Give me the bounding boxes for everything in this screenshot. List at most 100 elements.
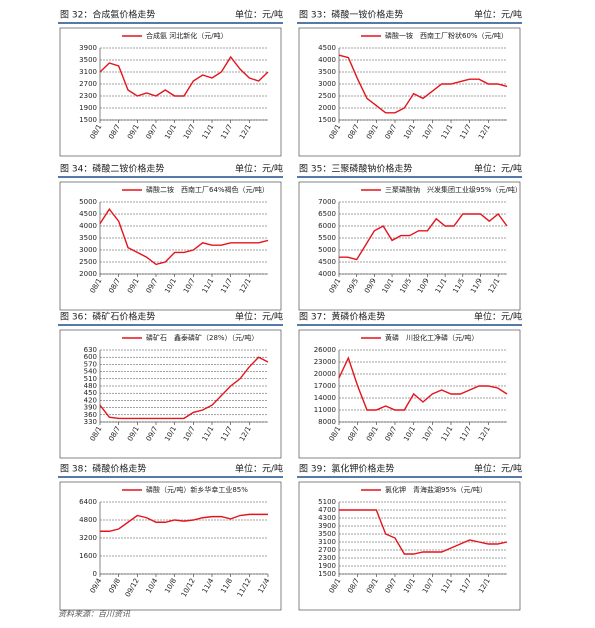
y-tick-label: 6000 — [318, 222, 336, 230]
x-tick-label: 08/7 — [107, 123, 122, 141]
chart-frame — [59, 181, 282, 311]
price-line — [339, 212, 508, 261]
x-tick-label: 09/7 — [145, 425, 160, 443]
x-tick-label: 09/1 — [126, 123, 141, 141]
y-tick-label: 0 — [93, 570, 97, 578]
x-tick-label: 12/1 — [477, 577, 492, 595]
y-tick-label: 3900 — [79, 44, 97, 52]
y-tick-label: 2000 — [79, 270, 97, 278]
y-tick-label: 1900 — [318, 562, 336, 570]
x-tick-label: 09/5 — [345, 277, 360, 295]
x-tick-label: 10/1 — [402, 577, 417, 595]
x-tick-label: 08/7 — [346, 577, 361, 595]
x-tick-label: 10/5 — [398, 277, 413, 295]
x-tick-label: 10/7 — [182, 277, 197, 295]
x-tick-label: 11/1 — [201, 425, 216, 443]
y-tick-label: 4800 — [79, 516, 97, 524]
y-tick-label: 4500 — [79, 210, 97, 218]
chart-frame — [298, 181, 521, 311]
panel-title: 图 37：黄磷价格走势 — [299, 311, 385, 323]
y-tick-label: 3500 — [79, 56, 97, 64]
price-line — [99, 356, 269, 420]
panel-title: 图 38：磷酸价格走势 — [60, 463, 146, 475]
panel-unit: 单位：元/吨 — [235, 463, 283, 475]
panel-title: 图 36：磷矿石价格走势 — [60, 311, 155, 323]
x-tick-label: 10/1 — [402, 123, 417, 141]
legend-label: 磷酸（元/吨）新乡华幸工业85% — [146, 485, 248, 494]
y-tick-label: 2500 — [318, 92, 336, 100]
panel-title: 图 34：磷酸二铵价格走势 — [60, 163, 164, 175]
y-tick-label: 5100 — [318, 498, 336, 506]
x-tick-label: 11/12 — [236, 577, 253, 598]
chart-frame — [298, 27, 521, 157]
x-tick-label: 10/1 — [163, 425, 178, 443]
panel-title: 图 35：三聚磷酸钠价格走势 — [299, 163, 412, 175]
x-tick-label: 10/7 — [421, 123, 436, 141]
y-tick-label: 4700 — [318, 506, 336, 514]
legend-label: 三聚磷酸钠 兴发集团工业级95%（元/吨） — [385, 185, 522, 194]
x-tick-label: 10/7 — [421, 425, 436, 443]
y-tick-label: 2000 — [318, 104, 336, 112]
x-tick-label: 09/7 — [145, 277, 160, 295]
x-tick-label: 11/7 — [458, 577, 473, 595]
x-tick-label: 10/8 — [163, 577, 178, 595]
x-tick-label: 11/8 — [219, 577, 234, 595]
y-tick-label: 26000 — [314, 346, 336, 354]
y-tick-label: 17000 — [314, 382, 336, 390]
x-tick-label: 08/7 — [346, 425, 361, 443]
y-tick-label: 3100 — [318, 538, 336, 546]
x-tick-label: 12/1 — [477, 123, 492, 141]
y-tick-label: 600 — [84, 353, 97, 361]
y-tick-label: 20000 — [314, 370, 336, 378]
panel-unit: 单位：元/吨 — [474, 163, 522, 175]
y-tick-label: 11000 — [314, 406, 336, 414]
y-tick-label: 1500 — [79, 116, 97, 124]
y-tick-label: 23000 — [314, 358, 336, 366]
chart-frame — [59, 481, 282, 611]
x-tick-label: 08/1 — [89, 277, 104, 295]
x-tick-label: 11/7 — [219, 277, 234, 295]
x-tick-label: 08/7 — [107, 425, 122, 443]
panel-unit: 单位：元/吨 — [235, 163, 283, 175]
x-tick-label: 10/1 — [402, 425, 417, 443]
y-tick-label: 5000 — [79, 198, 97, 206]
y-tick-label: 4300 — [318, 514, 336, 522]
x-tick-label: 10/4 — [145, 577, 160, 595]
x-tick-label: 09/1 — [328, 277, 343, 295]
x-tick-label: 12/1 — [238, 425, 253, 443]
x-tick-label: 09/1 — [126, 277, 141, 295]
y-tick-label: 5500 — [318, 234, 336, 242]
y-tick-label: 330 — [84, 418, 97, 426]
y-tick-label: 3100 — [79, 68, 97, 76]
x-tick-label: 11/5 — [451, 277, 466, 295]
y-tick-label: 6500 — [318, 210, 336, 218]
y-tick-label: 3500 — [79, 234, 97, 242]
y-tick-label: 2300 — [79, 92, 97, 100]
panel-unit: 单位：元/吨 — [474, 9, 522, 21]
x-tick-label: 10/1 — [381, 277, 396, 295]
x-tick-label: 11/7 — [458, 123, 473, 141]
panel-unit: 单位：元/吨 — [474, 463, 522, 475]
x-tick-label: 09/7 — [384, 577, 399, 595]
x-tick-label: 12/4 — [257, 577, 272, 595]
y-tick-label: 4000 — [79, 222, 97, 230]
y-tick-label: 630 — [84, 346, 97, 354]
x-tick-label: 08/1 — [328, 123, 343, 141]
x-tick-label: 10/1 — [163, 277, 178, 295]
chart-frame — [298, 329, 521, 459]
price-line — [338, 356, 508, 411]
y-tick-label: 3000 — [79, 246, 97, 254]
y-tick-label: 1900 — [79, 104, 97, 112]
x-tick-label: 09/4 — [89, 577, 104, 595]
y-tick-label: 2500 — [79, 258, 97, 266]
panel-unit: 单位：元/吨 — [235, 311, 283, 323]
x-tick-label: 11/7 — [219, 123, 234, 141]
legend-label: 磷矿石 鑫泰磷矿（28%）（元/吨） — [146, 333, 258, 342]
y-tick-label: 1500 — [318, 570, 336, 578]
y-tick-label: 3900 — [318, 522, 336, 530]
y-tick-label: 570 — [84, 360, 97, 368]
x-tick-label: 12/1 — [238, 277, 253, 295]
y-tick-label: 360 — [84, 411, 97, 419]
x-tick-label: 09/7 — [384, 123, 399, 141]
